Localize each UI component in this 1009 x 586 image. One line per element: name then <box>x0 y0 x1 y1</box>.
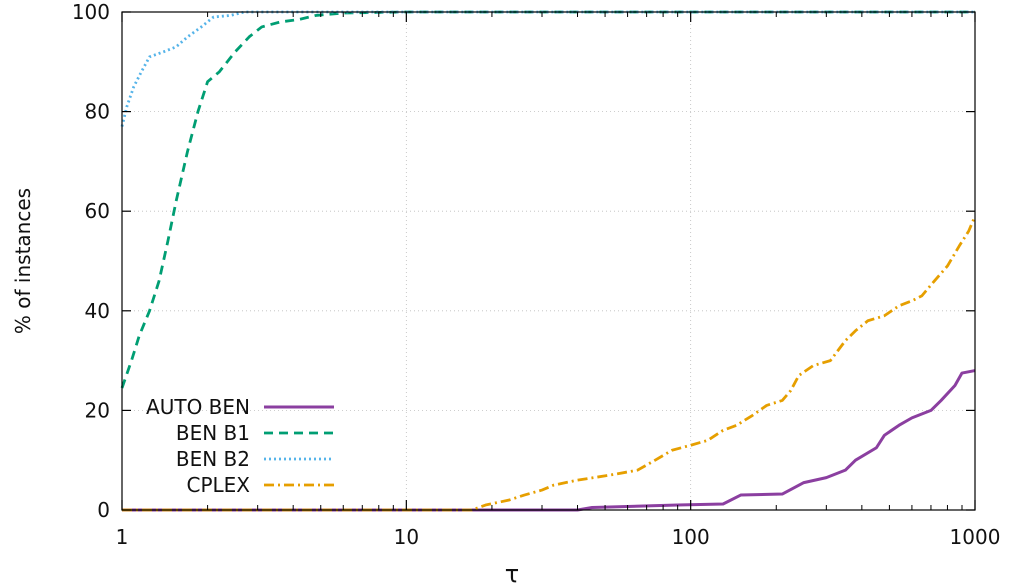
plot-frame <box>121 11 976 511</box>
legend-label: BEN B1 <box>176 421 250 445</box>
y-tick-label: 40 <box>85 299 110 323</box>
series-line-cplex <box>122 215 977 512</box>
axis-ticks: 0 20 40 60 80 100 1 10 100 1000 <box>72 0 1001 549</box>
x-tick-label: 10 <box>394 525 419 549</box>
grid-lines <box>122 12 975 510</box>
x-axis-title: τ <box>505 560 519 586</box>
legend-label: CPLEX <box>186 473 250 497</box>
legend-label: AUTO BEN <box>146 395 250 419</box>
y-tick-label: 80 <box>85 100 110 124</box>
series-line-ben-b2 <box>120 10 975 127</box>
y-tick-label: 100 <box>72 0 110 24</box>
y-tick-label: 60 <box>85 199 110 223</box>
x-tick-label: 100 <box>672 525 710 549</box>
x-tick-label: 1 <box>116 525 129 549</box>
y-axis-title: % of instances <box>11 188 35 334</box>
y-tick-label: 20 <box>85 398 110 422</box>
series-line-auto-ben <box>122 369 976 512</box>
legend-label: BEN B2 <box>176 447 250 471</box>
series-line-ben-b1 <box>120 10 975 389</box>
y-tick-label: 0 <box>97 498 110 522</box>
data-series <box>120 10 977 512</box>
x-tick-label: 1000 <box>950 525 1001 549</box>
